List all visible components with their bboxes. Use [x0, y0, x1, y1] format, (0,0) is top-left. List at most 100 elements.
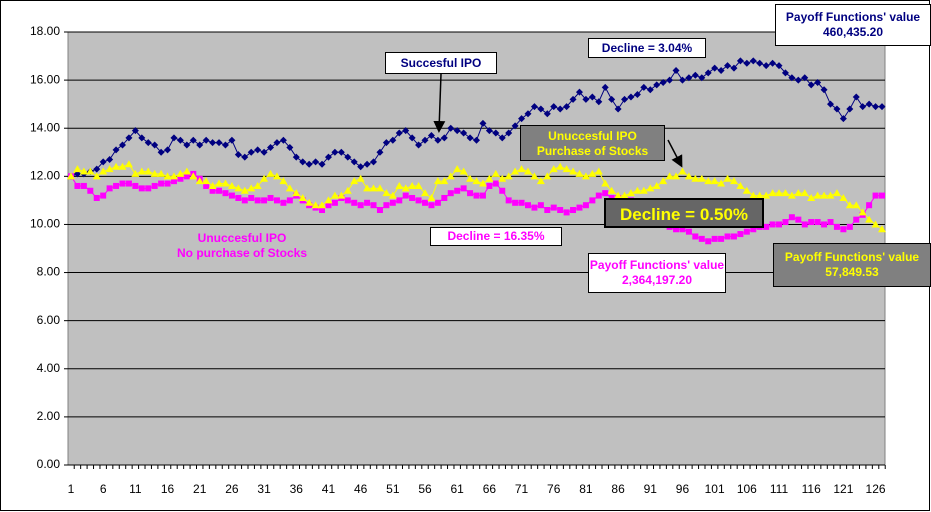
marker: [131, 169, 140, 177]
marker: [176, 169, 185, 177]
marker: [762, 62, 770, 70]
annotation: Payoff Functions' value 2,364,197.20: [588, 253, 726, 293]
marker: [750, 226, 757, 233]
annotation: Payoff Functions' value 460,435.20: [775, 4, 931, 46]
marker: [549, 165, 558, 173]
marker: [415, 141, 423, 149]
y-tick-label: 12.00: [30, 169, 60, 183]
marker: [659, 79, 667, 87]
marker: [858, 208, 867, 216]
y-tick-label: 0.00: [37, 457, 61, 471]
arrow: [433, 73, 446, 133]
marker: [389, 199, 396, 206]
marker: [215, 139, 223, 147]
marker: [524, 202, 531, 209]
marker: [145, 185, 152, 192]
marker: [801, 74, 809, 82]
annotation: Decline = 0.50%: [604, 198, 764, 228]
marker: [467, 190, 474, 197]
marker: [717, 66, 725, 74]
marker: [473, 192, 480, 199]
x-tick-label: 36: [290, 482, 304, 496]
marker: [530, 172, 539, 180]
marker: [125, 180, 132, 187]
marker: [543, 110, 551, 118]
annotation: Decline = 3.04%: [588, 38, 706, 58]
marker: [691, 71, 699, 79]
marker: [74, 182, 81, 189]
marker: [209, 187, 216, 194]
marker: [395, 181, 404, 189]
marker: [427, 131, 435, 139]
marker: [846, 105, 854, 113]
marker: [769, 221, 776, 228]
marker: [556, 162, 565, 170]
marker: [203, 182, 210, 189]
marker: [827, 219, 834, 226]
marker: [261, 197, 268, 204]
marker: [182, 167, 191, 175]
marker: [408, 134, 416, 142]
marker: [73, 165, 82, 173]
marker: [601, 179, 610, 187]
marker: [376, 148, 384, 156]
annotation-text: Payoff Functions' value: [784, 250, 920, 264]
marker: [478, 179, 487, 187]
marker: [569, 167, 578, 175]
marker: [434, 136, 442, 144]
x-tick-label: 76: [547, 482, 561, 496]
marker: [846, 223, 853, 230]
annotation: Decline = 16.35%: [430, 227, 562, 246]
marker: [267, 143, 275, 151]
marker: [433, 177, 442, 185]
annotation-text: 57,849.53: [825, 265, 879, 279]
marker: [504, 172, 513, 180]
x-tick-label: 71: [515, 482, 529, 496]
marker: [440, 134, 448, 142]
marker: [402, 192, 409, 199]
marker: [453, 127, 461, 135]
marker: [633, 186, 642, 194]
marker: [491, 169, 500, 177]
marker: [119, 180, 126, 187]
annotation-text: Decline = 3.04%: [601, 41, 693, 55]
x-tick-label: 46: [354, 482, 368, 496]
y-tick-label: 6.00: [37, 313, 61, 327]
marker: [157, 148, 165, 156]
marker: [865, 100, 873, 108]
marker: [273, 139, 281, 147]
marker: [396, 197, 403, 204]
marker: [698, 74, 706, 82]
marker: [582, 202, 589, 209]
y-tick-label: 2.00: [37, 409, 61, 423]
marker: [319, 207, 326, 214]
marker: [132, 182, 139, 189]
marker: [711, 235, 718, 242]
marker: [195, 177, 204, 185]
marker: [228, 136, 236, 144]
marker: [318, 160, 326, 168]
marker: [872, 103, 880, 111]
marker: [189, 172, 198, 180]
y-tick-label: 14.00: [30, 120, 60, 134]
marker: [434, 199, 441, 206]
marker: [344, 197, 351, 204]
marker: [260, 174, 269, 182]
marker: [833, 105, 841, 113]
marker: [679, 226, 686, 233]
marker: [601, 83, 609, 91]
x-tick-label: 81: [579, 482, 593, 496]
marker: [878, 225, 886, 233]
marker: [872, 192, 879, 199]
marker: [441, 194, 448, 201]
marker: [208, 181, 217, 189]
marker: [485, 174, 494, 182]
marker: [67, 172, 75, 180]
x-tick-label: 21: [193, 482, 207, 496]
marker: [106, 155, 114, 163]
marker: [460, 129, 468, 137]
marker: [852, 201, 861, 209]
marker: [144, 167, 153, 175]
marker: [138, 134, 146, 142]
marker: [382, 139, 390, 147]
